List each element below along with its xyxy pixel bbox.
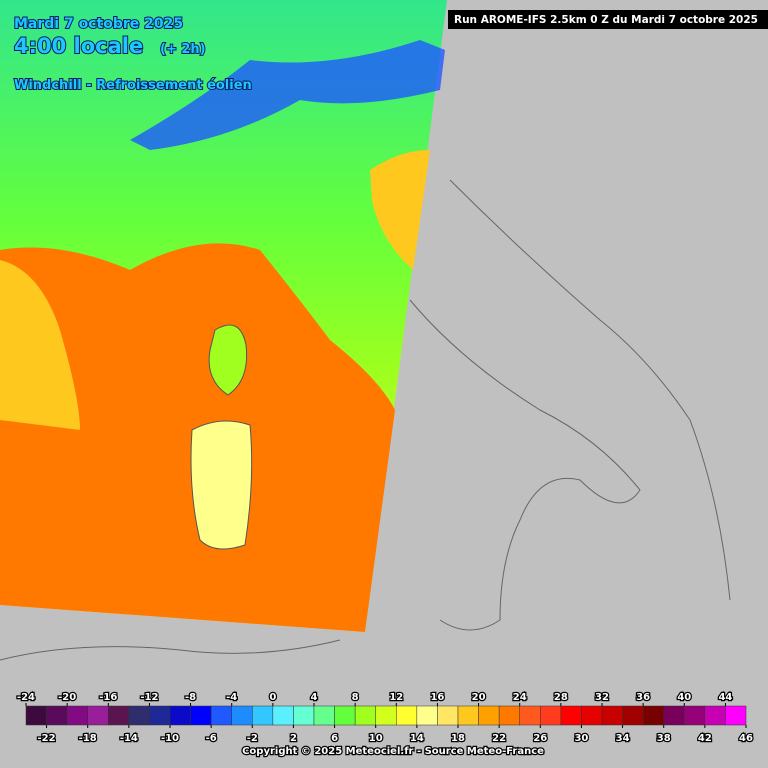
sardinia: [190, 420, 253, 550]
legend-label: 44: [718, 692, 732, 703]
legend-label: 8: [352, 692, 359, 703]
legend-label: 30: [574, 733, 588, 744]
legend-swatch: [601, 705, 623, 726]
legend-swatch: [437, 705, 459, 726]
legend-label: 42: [698, 733, 712, 744]
legend-swatch: [478, 705, 500, 726]
copyright: Copyright © 2025 Meteociel.fr - Source M…: [242, 746, 544, 757]
legend-label: 22: [492, 733, 506, 744]
legend-label: 40: [677, 692, 691, 703]
legend-label: 10: [369, 733, 383, 744]
legend-label: -20: [58, 692, 76, 703]
legend-swatch: [375, 705, 397, 726]
legend-swatch: [354, 705, 376, 726]
legend-label: 36: [636, 692, 650, 703]
legend-label: -14: [120, 733, 138, 744]
run: Run AROME-IFS 2.5km 0 Z du Mardi 7 octob…: [454, 14, 758, 26]
variable: Windchill - Refroissement éolien: [14, 78, 252, 93]
legend-label: 18: [451, 733, 465, 744]
legend-swatch: [210, 705, 232, 726]
italy-coast: [409, 299, 641, 631]
legend-swatch: [149, 705, 171, 726]
legend-swatch: [519, 705, 541, 726]
legend-swatch: [416, 705, 438, 726]
legend-swatch: [169, 705, 191, 726]
legend-label: 0: [269, 692, 276, 703]
legend-label: 38: [657, 733, 671, 744]
legend-swatch: [498, 705, 520, 726]
legend-label: 32: [595, 692, 609, 703]
legend-label: 16: [430, 692, 444, 703]
run-box: [448, 10, 768, 29]
legend-label: 28: [554, 692, 568, 703]
legend-swatch: [108, 705, 130, 726]
legend-label: -18: [79, 733, 97, 744]
legend-swatch: [540, 705, 562, 726]
coastal-area: [0, 260, 80, 430]
legend-swatch: [87, 705, 109, 726]
legend-swatch: [704, 705, 726, 726]
legend-swatch: [581, 705, 603, 726]
legend-label: -4: [226, 692, 237, 703]
legend-swatch: [663, 705, 685, 726]
legend-label: 20: [472, 692, 486, 703]
legend-label: 4: [311, 692, 318, 703]
legend-label: 24: [513, 692, 527, 703]
legend-swatch: [560, 705, 582, 726]
time: 4:00 locale: [14, 34, 143, 58]
legend-label: 26: [533, 733, 547, 744]
legend-swatch: [725, 705, 747, 726]
legend-label: -8: [185, 692, 196, 703]
legend-label: 34: [616, 733, 630, 744]
legend-swatch: [66, 705, 88, 726]
legend-swatch: [46, 705, 68, 726]
adriatic-area: [370, 150, 430, 270]
legend-swatch: [231, 705, 253, 726]
legend-label: -22: [38, 733, 56, 744]
legend-label: -12: [140, 692, 158, 703]
date: Mardi 7 octobre 2025: [14, 16, 183, 32]
legend-swatch: [25, 705, 47, 726]
legend-swatch: [128, 705, 150, 726]
legend-swatch: [293, 705, 315, 726]
legend-swatch: [684, 705, 706, 726]
legend-swatch: [622, 705, 644, 726]
alps: [130, 40, 445, 150]
corsica: [208, 324, 248, 396]
legend-swatch: [334, 705, 356, 726]
legend-swatch: [396, 705, 418, 726]
legend-swatch: [190, 705, 212, 726]
legend-swatch: [313, 705, 335, 726]
legend-label: 14: [410, 733, 424, 744]
legend-swatch: [642, 705, 664, 726]
balkan-coast: [449, 179, 731, 601]
legend-label: 6: [331, 733, 338, 744]
legend-swatch: [252, 705, 274, 726]
offset: (+ 2h): [160, 42, 206, 57]
legend-label: -2: [247, 733, 258, 744]
legend-label: -16: [99, 692, 117, 703]
legend-label: -24: [17, 692, 35, 703]
africa-coast: [0, 639, 341, 661]
legend-label: -10: [161, 733, 179, 744]
legend-label: 2: [290, 733, 297, 744]
legend-swatch: [457, 705, 479, 726]
legend-swatch: [272, 705, 294, 726]
legend-label: 12: [389, 692, 403, 703]
legend-label: 46: [739, 733, 753, 744]
legend-label: -6: [206, 733, 217, 744]
